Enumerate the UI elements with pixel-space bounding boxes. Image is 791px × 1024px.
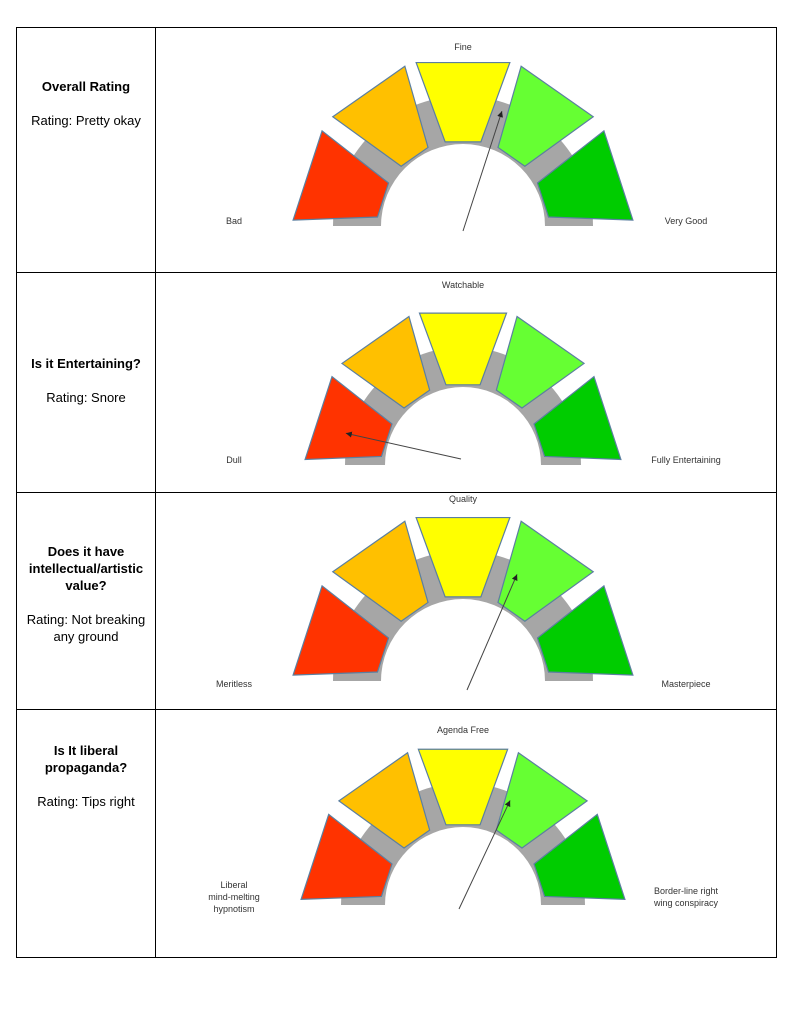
gauge: Agenda Free Liberal mind-melting hypnotism B…: [208, 725, 719, 914]
gauge-segment: [331, 65, 429, 167]
gauge: Fine Bad Very Good: [226, 42, 708, 232]
gauge-needle: [458, 800, 511, 910]
gauge-left-label: Meritless: [216, 679, 253, 689]
gauge-cell: Quality Meritless Masterpiece: [155, 492, 777, 710]
gauge-segment: [331, 520, 429, 622]
gauge-segment: [533, 375, 622, 461]
question-cell: Does it have intellectual/artistic value…: [16, 492, 156, 710]
gauge-right-label: Fully Entertaining: [651, 455, 721, 465]
question-rating: Rating: Tips right: [37, 794, 135, 809]
gauge-segment: [300, 813, 393, 900]
gauge-right-label: Very Good: [665, 216, 708, 226]
gauge-needle: [462, 111, 503, 232]
question-rating: Rating: Not breaking any ground: [26, 612, 146, 644]
gauge-segment: [495, 751, 589, 849]
table-row: Is It liberal propaganda? Rating: Tips r…: [16, 709, 777, 958]
gauge: Quality Meritless Masterpiece: [216, 494, 711, 691]
gauge-top-label: Watchable: [442, 280, 484, 290]
question-title: Is it Entertaining?: [31, 356, 141, 371]
table-row: Overall Rating Rating: Pretty okay Fine B…: [16, 27, 777, 273]
gauge-cell: Agenda Free Liberal mind-melting hypnotism B…: [155, 709, 777, 958]
gauge-segment: [415, 61, 511, 143]
question-title: Overall Rating: [41, 79, 131, 94]
question-cell: Is It liberal propaganda? Rating: Tips r…: [16, 709, 156, 958]
question-cell: Overall Rating Rating: Pretty okay: [16, 27, 156, 273]
gauge-segment: [337, 751, 431, 849]
gauge-segment: [340, 315, 431, 409]
gauge-left-label: Dull: [226, 455, 242, 465]
gauge-left-label: Bad: [226, 216, 242, 226]
question-title: Is It liberal propaganda?: [44, 743, 128, 775]
table-row: Is it Entertaining? Rating: Snore Watcha…: [16, 272, 777, 493]
gauge-segment: [497, 65, 595, 167]
gauge-segment: [292, 584, 390, 676]
gauge: Watchable Dull Fully Entertaining: [226, 280, 721, 465]
question-rating: Rating: Snore: [46, 390, 126, 405]
question-cell: Is it Entertaining? Rating: Snore: [16, 272, 156, 493]
gauge-segment: [497, 520, 595, 622]
gauge-top-label: Quality: [449, 494, 478, 504]
table-row: Does it have intellectual/artistic value…: [16, 492, 777, 710]
gauge-segment: [415, 516, 511, 598]
gauge-right-label: Border-line right wing conspiracy: [653, 886, 719, 908]
gauge-segment: [536, 584, 634, 676]
gauge-cell: Fine Bad Very Good: [155, 27, 777, 273]
gauge-right-label: Masterpiece: [661, 679, 710, 689]
gauge-segment: [536, 129, 634, 221]
gauge-segment: [495, 315, 586, 409]
gauge-needle: [466, 574, 518, 691]
gauge-segment: [533, 813, 626, 900]
question-rating: Rating: Pretty okay: [31, 113, 141, 128]
gauge-segment: [418, 312, 508, 386]
gauge-segment: [292, 129, 390, 221]
gauge-top-label: Fine: [454, 42, 472, 52]
question-title: Does it have intellectual/artistic value…: [28, 544, 144, 593]
gauge-top-label: Agenda Free: [437, 725, 489, 735]
gauge-segment: [417, 748, 509, 826]
gauge-left-label: Liberal mind-melting hypnotism: [208, 880, 260, 914]
gauge-needle: [345, 431, 462, 460]
gauge-cell: Watchable Dull Fully Entertaining: [155, 272, 777, 493]
rating-table: Overall Rating Rating: Pretty okay Fine B…: [16, 27, 777, 958]
